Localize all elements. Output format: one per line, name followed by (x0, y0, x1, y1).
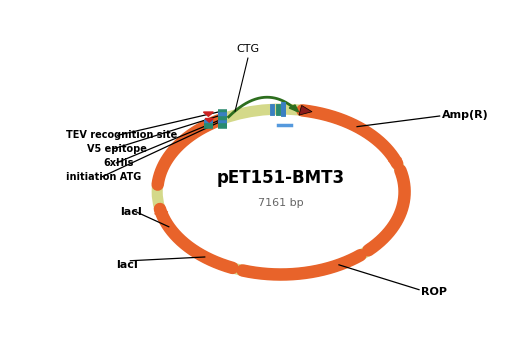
Text: initiation ATG: initiation ATG (66, 171, 142, 182)
Polygon shape (203, 112, 213, 116)
Text: pET151-BMT3: pET151-BMT3 (217, 169, 345, 187)
Polygon shape (240, 267, 251, 276)
Polygon shape (299, 105, 312, 115)
Text: lacI: lacI (116, 260, 138, 270)
Text: 6xHis: 6xHis (104, 158, 134, 168)
Text: ROP: ROP (421, 287, 447, 297)
Text: TEV recognition site: TEV recognition site (66, 130, 178, 140)
Polygon shape (205, 118, 213, 122)
Text: lacI: lacI (120, 208, 142, 218)
Polygon shape (155, 207, 168, 214)
Text: 7161 bp: 7161 bp (258, 198, 304, 208)
Polygon shape (389, 158, 401, 165)
Polygon shape (289, 105, 298, 112)
Text: Amp(R): Amp(R) (442, 110, 488, 120)
Text: V5 epitope: V5 epitope (87, 144, 147, 154)
Polygon shape (367, 244, 378, 252)
Text: CTG: CTG (236, 44, 260, 54)
Polygon shape (210, 118, 221, 126)
